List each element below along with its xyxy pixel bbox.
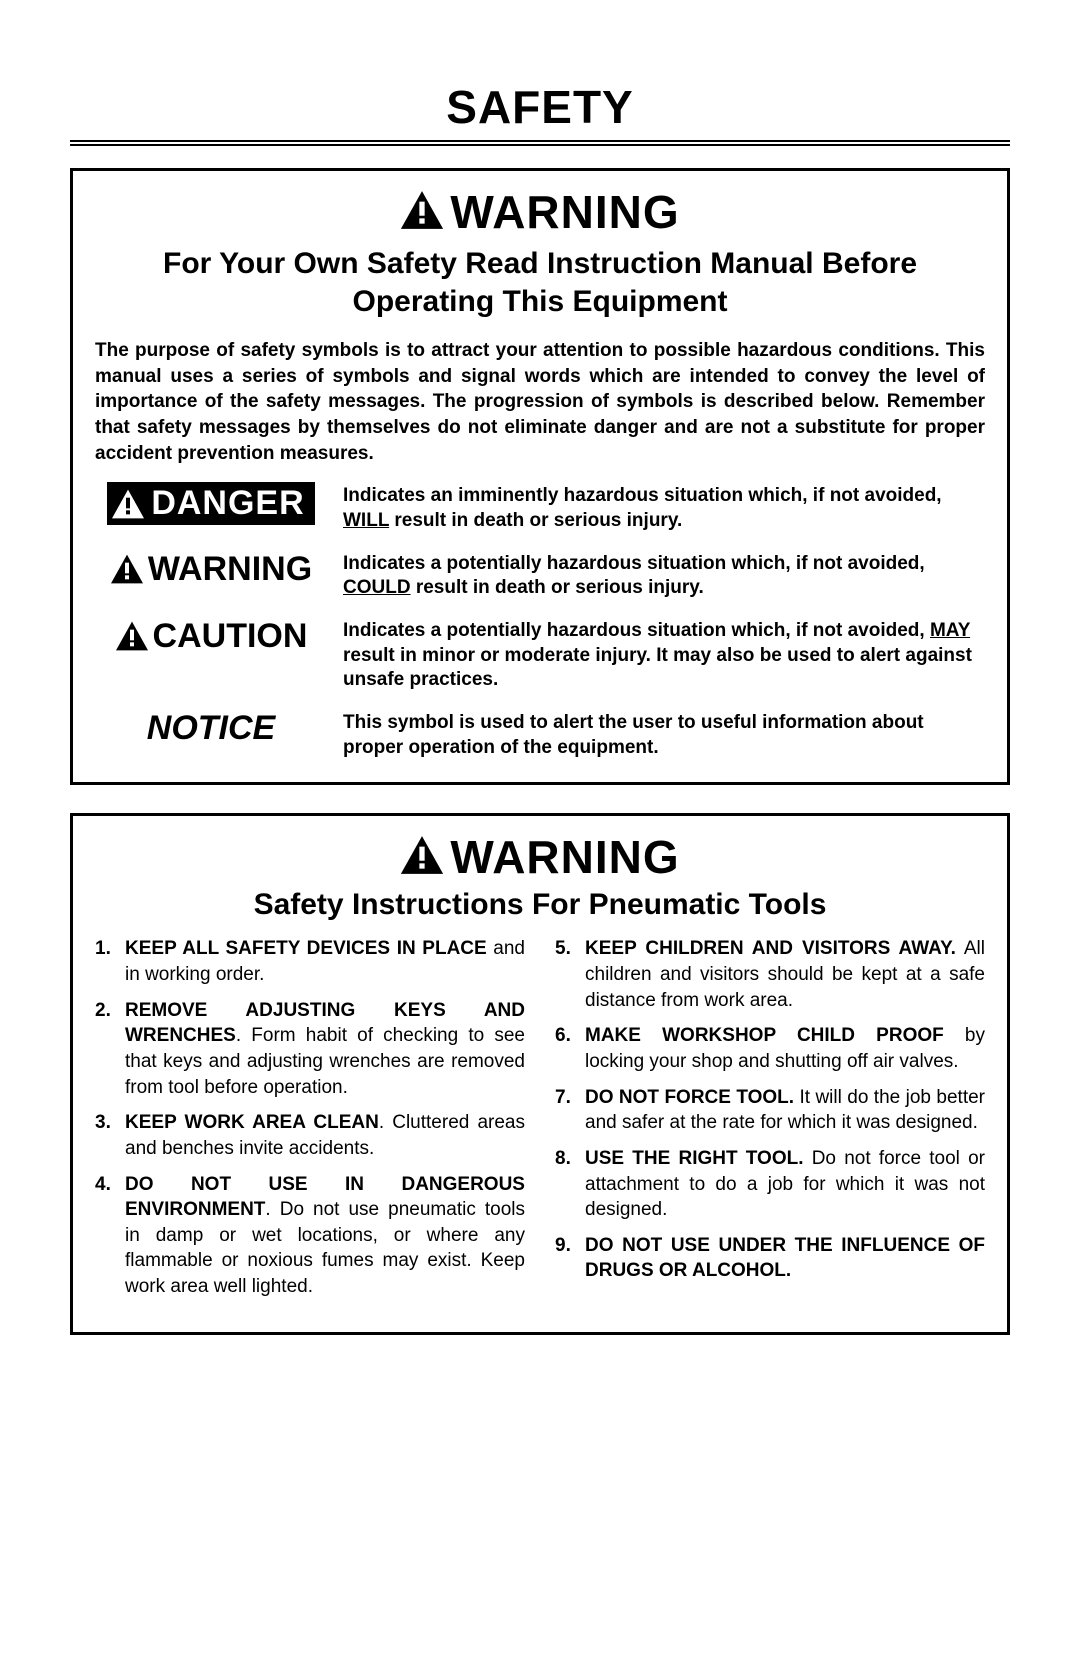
alert-triangle-icon [400,190,444,234]
instruction-columns: KEEP ALL SAFETY DEVICES IN PLACE and in … [95,936,985,1309]
list-item: USE THE RIGHT TOOL. Do not force tool or… [555,1146,985,1223]
instruction-list-left: KEEP ALL SAFETY DEVICES IN PLACE and in … [95,936,525,1299]
alert-triangle-icon [115,621,149,651]
instruction-col-left: KEEP ALL SAFETY DEVICES IN PLACE and in … [95,936,525,1309]
list-item: DO NOT FORCE TOOL. It will do the job be… [555,1085,985,1136]
desc-post: result in death or serious injury. [389,510,682,531]
danger-desc: Indicates an imminently hazardous situat… [343,482,985,533]
item-lead: KEEP ALL SAFETY DEVICES IN PLACE [125,938,487,959]
item-lead: KEEP WORK AREA CLEAN [125,1112,379,1133]
box1-intro: The purpose of safety symbols is to attr… [95,338,985,466]
alert-triangle-icon [111,489,145,519]
desc-emph: WILL [343,510,389,531]
warning-desc: Indicates a potentially hazardous situat… [343,550,985,601]
list-item: REMOVE ADJUSTING KEYS AND WRENCHES. Form… [95,998,525,1101]
item-lead: DO NOT USE UNDER THE INFLUENCE OF DRUGS … [585,1235,985,1282]
caution-label: CAUTION [95,617,327,656]
notice-label: NOTICE [95,709,327,748]
box1-subheading: For Your Own Safety Read Instruction Man… [95,245,985,320]
warning-box-instructions: WARNING Safety Instructions For Pneumati… [70,813,1010,1334]
desc-emph: COULD [343,577,411,598]
desc-post: result in minor or moderate injury. It m… [343,645,972,691]
caution-word: CAUTION [153,617,308,656]
danger-word: DANGER [151,484,304,523]
desc-pre: Indicates an imminently hazardous situat… [343,485,942,506]
warning-label: WARNING [95,550,327,589]
symbol-row-warning: WARNING Indicates a potentially hazardou… [95,550,985,601]
desc-emph: MAY [930,620,970,641]
list-item: MAKE WORKSHOP CHILD PROOF by locking you… [555,1023,985,1074]
symbol-row-caution: CAUTION Indicates a potentially hazardou… [95,617,985,693]
instruction-col-right: KEEP CHILDREN AND VISITORS AWAY. All chi… [555,936,985,1309]
desc-pre: Indicates a potentially hazardous situat… [343,553,925,574]
notice-desc: This symbol is used to alert the user to… [343,709,985,760]
instruction-list-right: KEEP CHILDREN AND VISITORS AWAY. All chi… [555,936,985,1284]
item-lead: KEEP CHILDREN AND VISITORS AWAY. [585,938,956,959]
list-item: DO NOT USE UNDER THE INFLUENCE OF DRUGS … [555,1233,985,1284]
horizontal-rule [70,144,1010,146]
list-item: KEEP ALL SAFETY DEVICES IN PLACE and in … [95,936,525,987]
warning-word: WARNING [148,550,312,589]
desc-post: result in death or serious injury. [411,577,704,598]
caution-desc: Indicates a potentially hazardous situat… [343,617,985,693]
danger-label: DANGER [95,482,327,525]
symbol-row-danger: DANGER Indicates an imminently hazardous… [95,482,985,533]
desc-pre: Indicates a potentially hazardous situat… [343,620,930,641]
list-item: DO NOT USE IN DANGEROUS ENVIRONMENT. Do … [95,1172,525,1300]
symbol-row-notice: NOTICE This symbol is used to alert the … [95,709,985,760]
alert-triangle-icon [110,554,144,584]
list-item: KEEP CHILDREN AND VISITORS AWAY. All chi… [555,936,985,1013]
warning-header: WARNING [95,185,985,239]
item-lead: USE THE RIGHT TOOL. [585,1148,804,1169]
item-lead: DO NOT FORCE TOOL. [585,1087,794,1108]
page-title: SAFETY [70,80,1010,134]
warning-header: WARNING [95,830,985,884]
notice-word: NOTICE [147,709,275,748]
box2-subheading: Safety Instructions For Pneumatic Tools [95,888,985,922]
warning-word: WARNING [450,830,679,884]
horizontal-rule [70,140,1010,142]
list-item: KEEP WORK AREA CLEAN. Cluttered areas an… [95,1110,525,1161]
item-lead: MAKE WORKSHOP CHILD PROOF [585,1025,944,1046]
warning-box-symbols: WARNING For Your Own Safety Read Instruc… [70,168,1010,785]
alert-triangle-icon [400,835,444,879]
warning-word: WARNING [450,185,679,239]
danger-badge: DANGER [107,482,314,525]
